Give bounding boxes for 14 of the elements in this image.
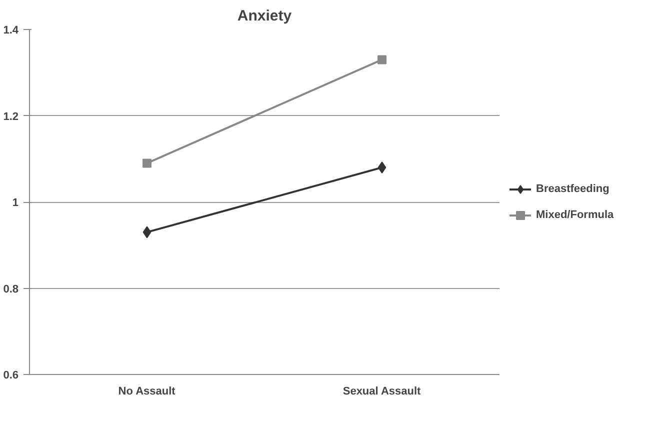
y-tick-label: 1.4	[3, 24, 20, 36]
y-tick-label: 0.6	[3, 370, 19, 382]
y-tick-label: 0.8	[3, 283, 19, 296]
point	[378, 162, 386, 174]
point	[142, 226, 152, 238]
point	[142, 158, 152, 168]
x-tick-label: Sexual Assault	[342, 386, 422, 398]
y-tick-label: 1	[12, 197, 19, 209]
chart-title: Anxiety	[237, 8, 292, 24]
legend-label: Mixed/Formula	[536, 208, 614, 220]
y-tick-label: 1.2	[3, 110, 19, 123]
x-tick-label: No Assault	[118, 386, 176, 398]
point	[378, 55, 386, 64]
legend-label: Breastfeeding	[536, 182, 610, 194]
